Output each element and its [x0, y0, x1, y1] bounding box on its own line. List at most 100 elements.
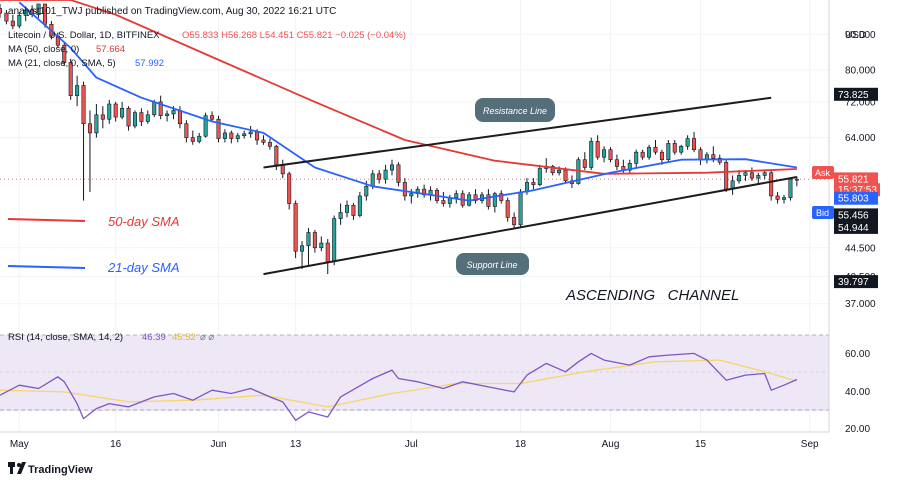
candle-body [107, 103, 112, 120]
candle [287, 171, 292, 210]
price-badge-text: 54.944 [838, 223, 869, 234]
candle [139, 108, 144, 127]
candle-body [203, 115, 208, 137]
candle-body [402, 182, 407, 197]
resistance-label-box [475, 98, 555, 122]
bid-tag[interactable] [812, 206, 834, 219]
candle [454, 190, 459, 204]
candle-body [132, 112, 137, 127]
candle [190, 130, 195, 145]
support-label-box [456, 253, 529, 275]
candle-body [152, 101, 157, 116]
candle-body [120, 107, 125, 118]
candle-body [338, 212, 343, 219]
price-tick: 44.500 [845, 243, 876, 254]
candle-body [0, 8, 3, 14]
candle [737, 170, 742, 184]
candle-body [557, 169, 562, 174]
price-badge-box [834, 172, 878, 186]
candles-layer [0, 3, 799, 275]
candle [390, 159, 395, 176]
candle [338, 203, 343, 225]
candle [563, 167, 568, 184]
candle-body [165, 113, 170, 116]
price-badge-dark: 39.797 [834, 275, 878, 289]
candle [100, 106, 105, 129]
candle-body [672, 143, 677, 153]
bid-tag-text: Bid [816, 208, 829, 218]
time-tick: Sep [801, 439, 819, 450]
candle [788, 178, 793, 201]
candle-body [788, 178, 793, 198]
time-axis-layer[interactable]: May 16 Jun 13 Jul 18 Aug 15 Sep [10, 439, 819, 450]
candle-body [255, 131, 260, 141]
candle [357, 191, 362, 218]
candle [242, 130, 247, 139]
candle-body [454, 193, 459, 198]
support-line[interactable] [263, 176, 798, 276]
candle [210, 111, 215, 122]
candle-body [306, 232, 311, 247]
support-label[interactable]: Support Line [456, 253, 529, 275]
candle-body [595, 141, 600, 158]
candle-body [235, 135, 240, 139]
price-badge-dark: 55.456 [834, 208, 878, 222]
candle [647, 144, 652, 160]
candle-body [679, 145, 684, 153]
price-badge-box [834, 275, 878, 289]
resistance-line[interactable] [263, 96, 772, 169]
candle-body [518, 191, 523, 226]
candle-body [300, 245, 305, 252]
candle [184, 120, 189, 143]
rsi-tick-20: 20.00 [845, 424, 870, 435]
candle [261, 135, 266, 145]
candle [165, 110, 170, 122]
legend-ma21-row[interactable]: MA (21, close, 0, SMA, 5) 57.992 [8, 58, 164, 69]
candle [351, 202, 356, 220]
candle-body [87, 123, 92, 134]
rsi-legend-row[interactable]: RSI (14, close, SMA, 14, 2) 46.39 45.52 … [8, 332, 214, 343]
candle [312, 229, 317, 253]
candle-body [312, 232, 317, 249]
ma50-label: MA (50, close, 0) [8, 44, 79, 55]
candle-body [602, 149, 607, 158]
candle-body [197, 135, 202, 142]
publisher-line: analyst101_TWJ published on TradingView.… [8, 6, 336, 17]
candle-body [351, 204, 356, 216]
rsi-line [0, 352, 798, 421]
candle-body [280, 164, 285, 175]
candle-body [724, 161, 729, 190]
resistance-label[interactable]: Resistance Line [475, 98, 555, 122]
candle-body [222, 132, 227, 139]
candle [473, 189, 478, 204]
legend-symbol-row[interactable]: Litecoin / U.S. Dollar, 1D, BITFINEX O55… [8, 30, 406, 41]
price-badge-text: 73.825 [838, 90, 869, 101]
price-axis-layer[interactable]: 90.00080.00072.00064.00044.50040.50037.0… [834, 30, 880, 310]
candle [216, 115, 221, 143]
time-tick: 16 [110, 439, 122, 450]
legend-ma50-row[interactable]: MA (50, close, 0) 57.664 [8, 44, 125, 55]
price-badge-dark: 54.944 [834, 220, 878, 234]
candle-body [762, 172, 767, 176]
candle-body [505, 200, 510, 218]
candle-body [756, 175, 761, 179]
candle [113, 101, 118, 122]
time-tick: 15 [695, 439, 707, 450]
candle [293, 200, 298, 259]
candle [512, 212, 517, 229]
ask-tag[interactable] [812, 166, 834, 179]
candle [505, 197, 510, 222]
tradingview-logo[interactable]: TradingView [8, 462, 93, 476]
rsi-axis: 60.00 40.00 20.00 [845, 349, 870, 435]
candle [126, 106, 131, 131]
candle [531, 178, 536, 190]
ma50-value: 57.664 [96, 44, 125, 55]
time-tick: Aug [602, 439, 620, 450]
candle [762, 170, 767, 180]
price-tick: 90.000 [845, 30, 876, 41]
price-badge-box [834, 191, 878, 205]
rsi-tick-40: 40.00 [845, 387, 870, 398]
candle [300, 241, 305, 269]
